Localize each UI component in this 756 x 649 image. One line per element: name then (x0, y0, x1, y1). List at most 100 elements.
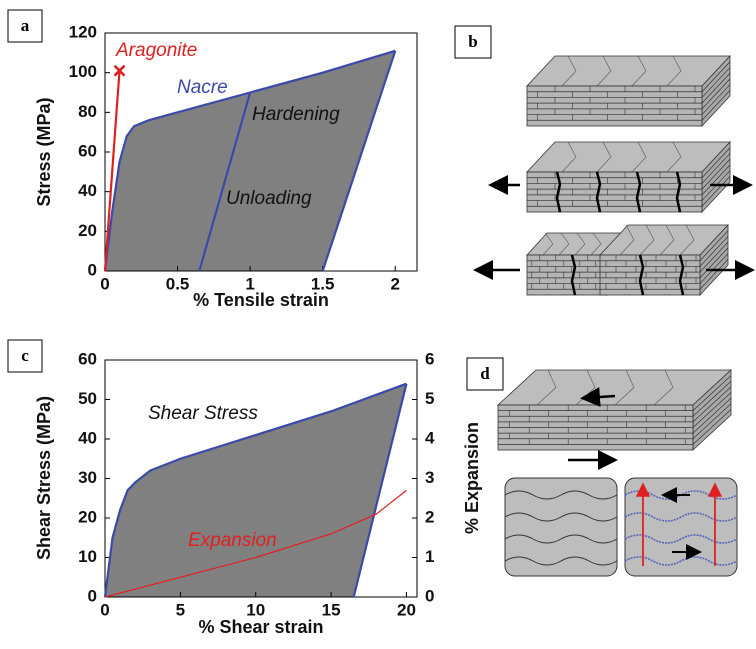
zoom-box (504, 477, 618, 577)
layer-line (701, 67, 731, 98)
crack (678, 254, 685, 296)
y-tick-label: 20 (78, 507, 97, 526)
x-tick-label: 20 (397, 600, 416, 619)
layer-line (701, 153, 731, 184)
x-tick-label: 10 (246, 600, 265, 619)
y-axis-title: Stress (MPa) (34, 97, 54, 206)
stack-top (526, 55, 731, 87)
layer-line (701, 164, 731, 196)
data-line (321, 50, 397, 272)
polygon-edge (574, 232, 586, 256)
stack-front (526, 171, 703, 213)
panel-box (7, 9, 43, 43)
polygon-edge (619, 224, 635, 256)
y-tick-label: 40 (78, 181, 97, 200)
data-line (103, 49, 396, 272)
y-tick-label: 0 (88, 586, 97, 605)
layer-line (692, 403, 732, 440)
arrow (580, 387, 616, 407)
polygon-edge (590, 232, 602, 256)
y2-tick-label: 6 (425, 349, 434, 368)
y-axis-title: Shear Stress (MPa) (34, 396, 54, 560)
panel-label: b (468, 32, 477, 51)
interface-wave (624, 534, 738, 544)
x-axis-title: % Tensile strain (193, 290, 329, 310)
interface-wave (624, 512, 738, 522)
polygon-edge (561, 141, 577, 173)
polygon-edge (536, 369, 557, 406)
y2-tick-label: 1 (425, 547, 434, 566)
crack (635, 171, 642, 213)
x-tick-label: 15 (322, 600, 341, 619)
polygon-edge (631, 55, 647, 87)
layer-line (701, 61, 731, 92)
hysteresis-area (105, 383, 407, 597)
panel-label: d (480, 364, 490, 383)
layer-line (699, 253, 729, 284)
layer-line (701, 158, 731, 190)
layer-line (692, 409, 732, 445)
layer-line (692, 397, 732, 434)
polygon-edge (596, 141, 612, 173)
stack-front (526, 254, 608, 296)
annotation: Shear Stress (148, 403, 258, 424)
y-tick-label: 60 (78, 141, 97, 160)
layer-line (699, 241, 729, 273)
layer-line (701, 78, 731, 110)
x-tick-label: 1 (245, 274, 254, 293)
polygon-edge (631, 141, 647, 173)
x-tick-label: 0 (100, 600, 109, 619)
polygon-edge (666, 141, 682, 173)
crack (570, 254, 577, 296)
x-tick-label: 0.5 (166, 274, 190, 293)
y2-tick-label: 2 (425, 507, 434, 526)
polygon-edge (639, 224, 655, 256)
x-axis-title: % Shear strain (198, 617, 323, 637)
data-line (352, 383, 408, 598)
layer-line (701, 176, 731, 207)
annotation: Nacre (177, 77, 228, 98)
polygon-edge (542, 232, 554, 256)
stack-front (599, 254, 701, 296)
interface-wave (504, 512, 618, 522)
polygon-edge (558, 232, 570, 256)
polygon-edge (614, 369, 635, 406)
y-tick-label: 10 (78, 547, 97, 566)
layer-line (692, 375, 732, 411)
fill-layer (105, 50, 407, 597)
y-tick-label: 120 (69, 22, 97, 41)
annotation: Aragonite (115, 40, 197, 61)
y-tick-label: 20 (78, 221, 97, 240)
end-marker (113, 64, 126, 77)
panel-box (7, 339, 43, 373)
y-tick-label: 50 (78, 389, 97, 408)
panel-box (466, 357, 504, 391)
panel-label: c (21, 346, 29, 365)
x-tick-label: 0 (100, 274, 109, 293)
x-tick-label: 1.5 (311, 274, 335, 293)
stack-top (526, 141, 731, 173)
layer-line (699, 259, 729, 290)
panel-box (454, 25, 492, 59)
crack (675, 171, 682, 213)
y2-tick-label: 3 (425, 468, 434, 487)
x-tick-label: 2 (390, 274, 399, 293)
y2-tick-label: 0 (425, 586, 434, 605)
crack (555, 171, 562, 213)
x-tick-label: 5 (176, 600, 185, 619)
interface-wave (504, 534, 618, 544)
layer-line (701, 72, 731, 104)
interface-wave (624, 556, 738, 566)
y2-tick-label: 4 (425, 428, 435, 447)
data-line (198, 92, 252, 272)
data-line (103, 382, 407, 598)
annotation: Expansion (188, 530, 277, 551)
crack (595, 171, 602, 213)
stack-front (526, 85, 703, 127)
y-tick-label: 0 (88, 260, 97, 279)
panel-label: a (21, 16, 30, 35)
layer-line (701, 147, 731, 178)
data-line (104, 489, 407, 598)
